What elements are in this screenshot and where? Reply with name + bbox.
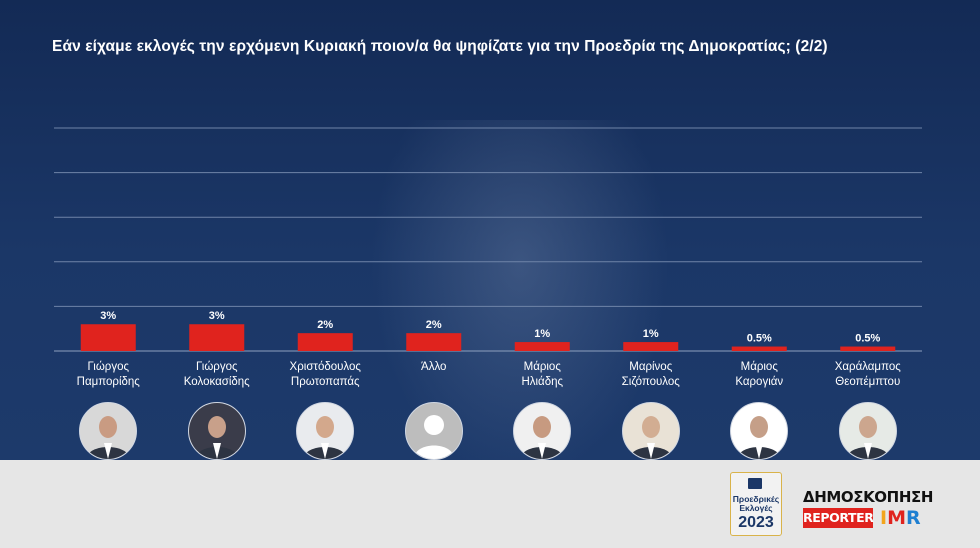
ballot-box-icon (748, 478, 762, 489)
data-label: 3% (100, 310, 116, 322)
bar (840, 346, 896, 351)
candidate-photo (79, 402, 138, 460)
category-label: Παμπορίδης (77, 376, 141, 388)
imr-logo: IMR (880, 506, 921, 530)
candidate-photo (838, 402, 897, 460)
bar (297, 333, 353, 351)
category-label: Κολοκασίδης (184, 376, 250, 388)
category-label: Γιώργος (196, 361, 238, 373)
bar (406, 333, 462, 351)
chart-panel: Εάν είχαμε εκλογές την ερχόμενη Κυριακή … (0, 0, 980, 460)
elections-logo: Προεδρικές Εκλογές 2023 (730, 472, 782, 536)
category-label: Μάριος (741, 361, 779, 373)
category-label: Καρογιάν (735, 376, 783, 388)
data-label: 1% (643, 328, 659, 340)
data-label: 2% (317, 319, 333, 331)
imr-letter-r: R (906, 507, 921, 529)
category-label: Ηλιάδης (521, 376, 563, 388)
bar (623, 342, 679, 351)
candidate-photo (730, 402, 789, 460)
category-label: Σιζόπουλος (622, 376, 681, 388)
category-label: Θεοπέμπτου (835, 376, 900, 388)
data-label: 0.5% (855, 333, 880, 345)
data-label: 3% (209, 310, 225, 322)
bar (80, 324, 136, 351)
reporter-logo: REPORTER (803, 508, 874, 528)
category-label: Χριστόδουλος (290, 361, 362, 373)
category-label: Πρωτοπαπάς (291, 376, 360, 388)
candidate-photo (621, 402, 680, 460)
elections-logo-line2: Εκλογές (739, 503, 773, 513)
data-label: 0.5% (747, 333, 772, 345)
elections-logo-year: 2023 (738, 514, 774, 531)
candidate-photo (296, 402, 355, 460)
candidate-photo (187, 402, 246, 460)
imr-letter-m: M (887, 507, 906, 529)
category-label: Γιώργος (87, 361, 129, 373)
placeholder-avatar-icon (404, 402, 463, 460)
bar (731, 346, 787, 351)
category-label: Μάριος (524, 361, 562, 373)
category-label: Άλλο (421, 361, 446, 373)
data-label: 2% (426, 319, 442, 331)
bar (189, 324, 245, 351)
category-label: Μαρίνος (629, 361, 672, 373)
category-label: Χαράλαμπος (835, 361, 902, 373)
poll-title: ΔΗΜΟΣΚΟΠΗΣΗ (803, 488, 933, 506)
imr-letter-i: I (880, 507, 888, 529)
chart-title: Εάν είχαμε εκλογές την ερχόμενη Κυριακή … (52, 38, 828, 55)
bar-chart: 3% Γιώργος Παμπορίδης 3% Γιώργος Κολοκασίδης 2… (54, 127, 922, 388)
data-label: 1% (534, 328, 550, 340)
background-photo (370, 120, 670, 460)
bar (514, 342, 570, 351)
candidate-photo (513, 402, 572, 460)
elections-logo-line1: Προεδρικές (732, 494, 780, 504)
